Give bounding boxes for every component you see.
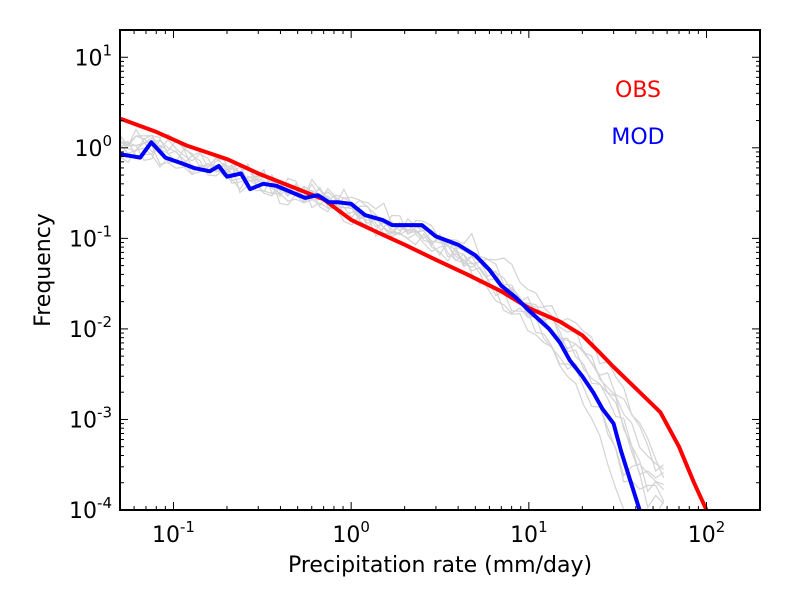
legend-label-obs: OBS — [615, 78, 661, 103]
ensemble-line — [120, 128, 664, 486]
ensemble-line — [120, 134, 665, 470]
y-axis-label: Frequency — [31, 213, 56, 327]
ensemble-line — [120, 133, 665, 473]
y-tick-label: 10-2 — [69, 313, 112, 343]
y-tick-label: 10-1 — [69, 222, 112, 252]
ensemble-line — [120, 138, 665, 502]
x-tick-label: 102 — [688, 518, 726, 548]
legend-label-mod: MOD — [611, 125, 664, 150]
ensemble-line — [120, 137, 665, 509]
ensemble-lines — [120, 128, 665, 510]
ensemble-line — [120, 139, 665, 493]
x-axis-label: Precipitation rate (mm/day) — [288, 553, 592, 578]
series-line-obs — [120, 116, 709, 510]
x-tick-label: 101 — [510, 518, 548, 548]
y-tick-label: 10-4 — [69, 494, 112, 524]
main-series — [120, 116, 709, 510]
y-tick-label: 100 — [74, 132, 112, 162]
y-tick-label: 10-3 — [69, 403, 112, 433]
x-axis-ticks: 10-1 100 101 102 — [119, 30, 761, 548]
x-tick-label: 10-1 — [152, 518, 195, 548]
y-tick-label: 101 — [74, 41, 112, 71]
plot-frame — [119, 29, 761, 511]
legend: OBS MOD — [611, 78, 664, 150]
y-axis-ticks: 10-4 10-3 10-2 10-1 100 101 — [69, 29, 760, 524]
x-tick-label: 100 — [332, 518, 370, 548]
ensemble-line — [120, 134, 665, 479]
series-line-mod — [120, 140, 642, 510]
ensemble-line — [120, 140, 665, 479]
